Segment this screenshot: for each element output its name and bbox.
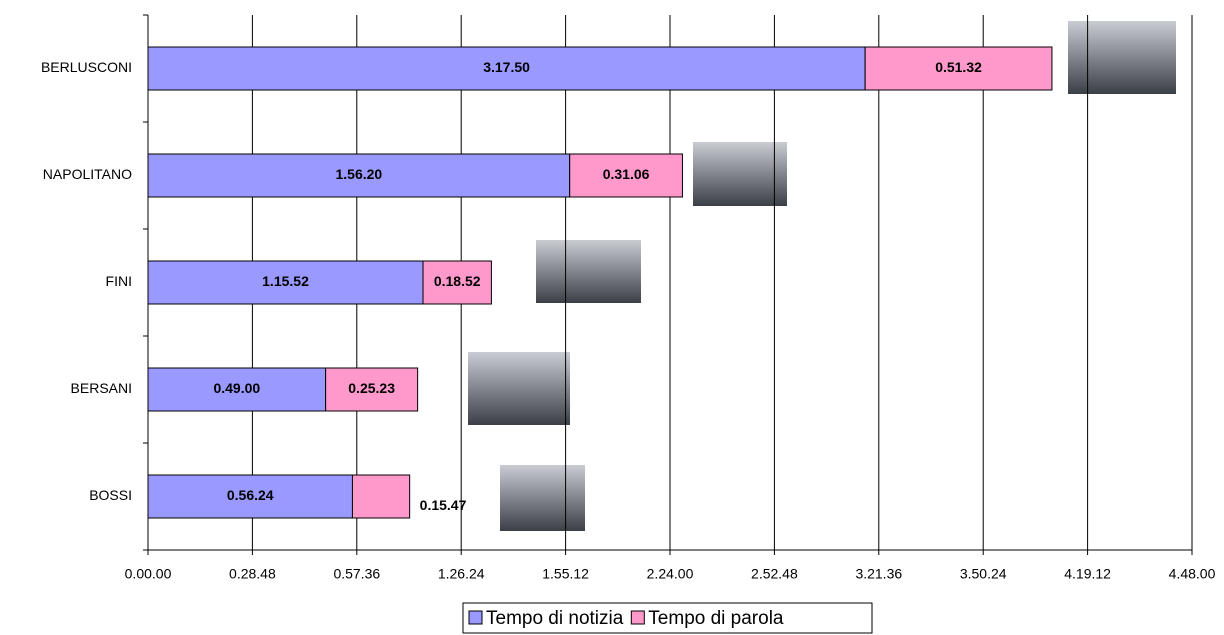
x-tick-label: 4.19.12 <box>1064 566 1111 582</box>
legend-swatch <box>630 610 645 625</box>
photo <box>500 465 585 531</box>
value-label: 1.56.20 <box>335 166 382 182</box>
y-tick-label: FINI <box>106 273 132 289</box>
x-tick-label: 4.48.00 <box>1169 566 1216 582</box>
bar-segment <box>147 260 424 305</box>
bar-segment <box>147 367 327 412</box>
x-tick-label: 3.50.24 <box>960 566 1007 582</box>
photos <box>468 21 1176 531</box>
legend <box>462 602 873 634</box>
value-label: 1.15.52 <box>262 273 309 289</box>
value-label: 0.56.24 <box>227 487 274 503</box>
y-tick-label: BERSANI <box>71 380 132 396</box>
legend-label: Tempo di parola <box>648 608 784 629</box>
y-tick-label: BOSSI <box>89 487 132 503</box>
value-label: 0.25.23 <box>348 380 395 396</box>
value-label: 0.49.00 <box>213 380 260 396</box>
x-tick-label: 2.24.00 <box>647 566 694 582</box>
bar-segment <box>569 153 683 198</box>
photo <box>536 240 641 303</box>
x-tick-label: 0.28.48 <box>229 566 276 582</box>
bar-segment <box>147 46 866 91</box>
bar-segment <box>864 46 1053 91</box>
bar-segment <box>147 153 571 198</box>
bar-segment <box>325 367 419 412</box>
photo <box>1068 21 1176 94</box>
value-label: 0.51.32 <box>935 59 982 75</box>
photo <box>693 142 787 206</box>
value-label: 3.17.50 <box>483 59 530 75</box>
value-label: 0.15.47 <box>420 497 467 513</box>
legend-label: Tempo di notizia <box>486 608 624 629</box>
y-tick-label: NAPOLITANO <box>43 166 132 182</box>
x-tick-label: 3.21.36 <box>855 566 902 582</box>
bar-segment <box>147 474 353 519</box>
bar-segment <box>351 474 411 519</box>
x-tick-label: 0.57.36 <box>333 566 380 582</box>
bar-segment <box>422 260 492 305</box>
x-tick-label: 1.26.24 <box>438 566 485 582</box>
value-label: 0.18.52 <box>434 273 481 289</box>
x-tick-label: 1.55.12 <box>542 566 589 582</box>
photo <box>468 352 570 425</box>
y-tick-label: BERLUSCONI <box>41 59 132 75</box>
value-label: 0.31.06 <box>603 166 650 182</box>
x-tick-label: 2.52.48 <box>751 566 798 582</box>
x-tick-label: 0.00.00 <box>125 566 172 582</box>
legend-swatch <box>468 610 483 625</box>
